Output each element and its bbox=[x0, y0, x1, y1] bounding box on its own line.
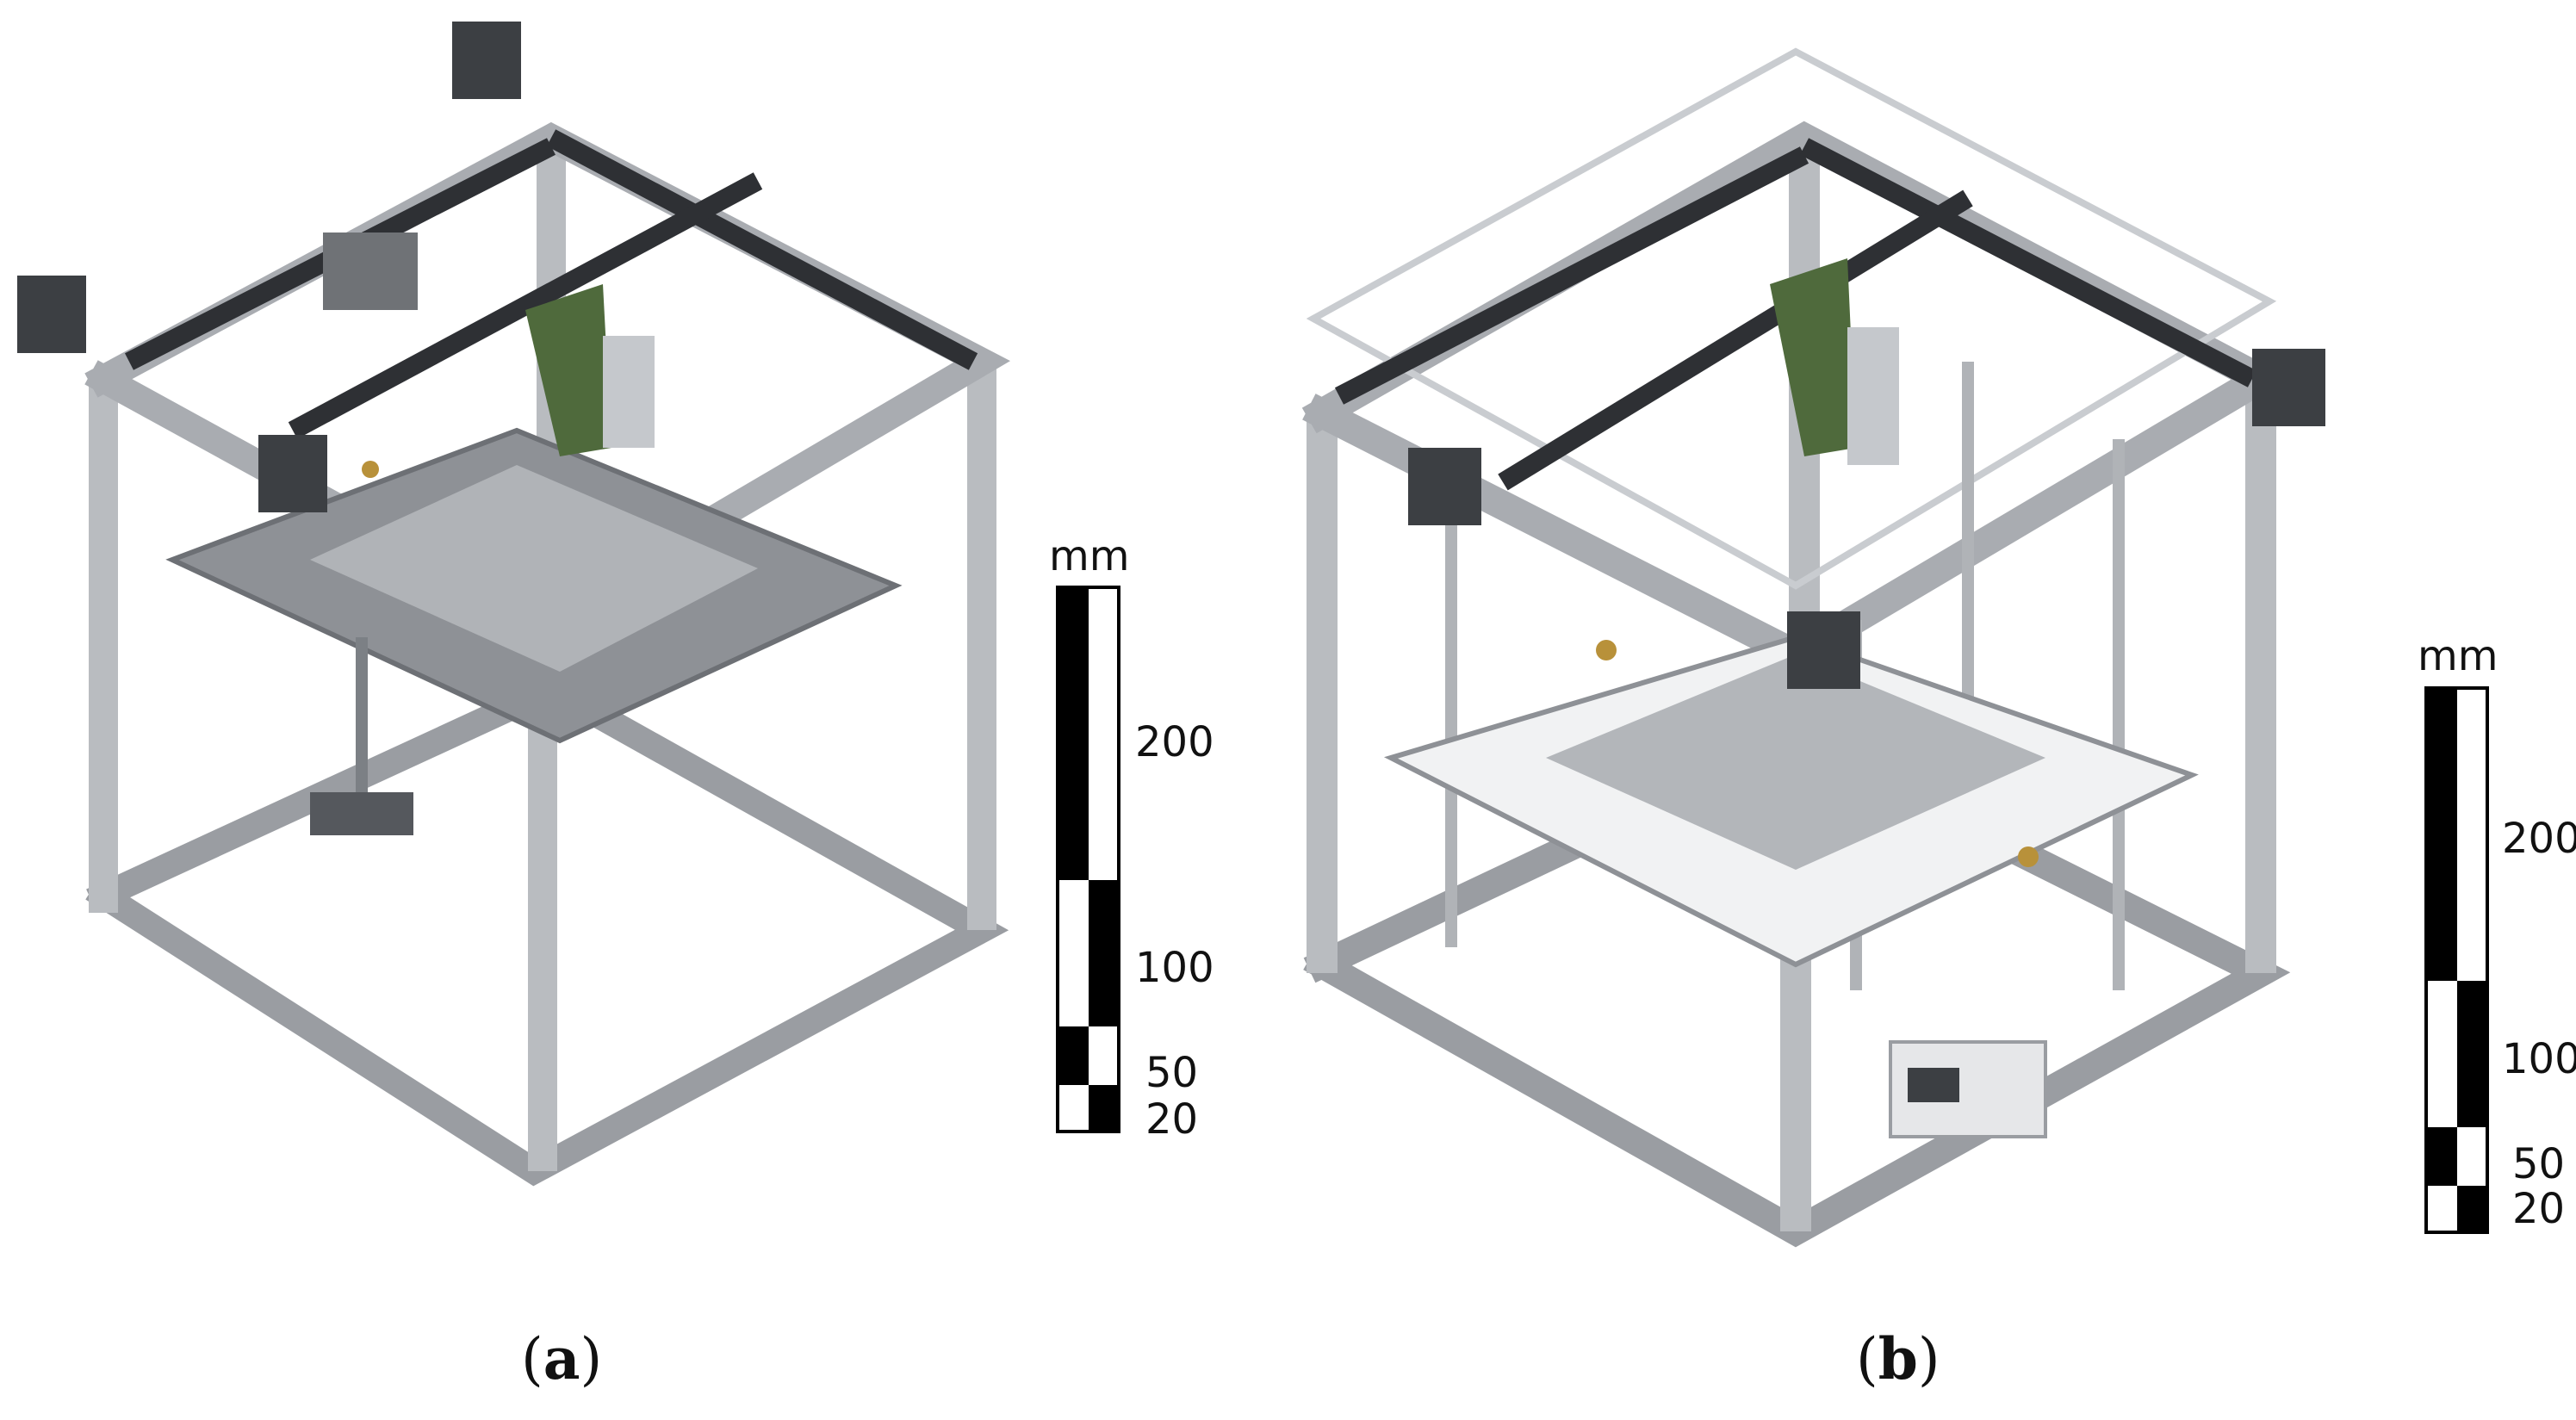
scale-bar-b bbox=[2424, 686, 2489, 1234]
scale-unit-label-a: mm bbox=[1049, 532, 1130, 580]
caption-close-paren-a: ) bbox=[580, 1326, 603, 1392]
brass-nuts-b bbox=[1596, 640, 2039, 867]
stepper-motors-b bbox=[1408, 349, 2325, 689]
bed-plate-b bbox=[1546, 654, 2045, 870]
caption-a: (a) bbox=[521, 1330, 602, 1388]
caption-b: (b) bbox=[1856, 1330, 1940, 1388]
scale-tick-200-a: 200 bbox=[1135, 718, 1214, 766]
brass-nut-a bbox=[362, 461, 379, 478]
scale-bar-a bbox=[1056, 586, 1120, 1133]
scale-tick-20-b: 20 bbox=[2512, 1185, 2566, 1233]
scale-tick-200-b: 200 bbox=[2502, 815, 2576, 863]
bed-plate-a bbox=[310, 465, 758, 672]
scale-tick-50-a: 50 bbox=[1145, 1049, 1199, 1097]
caption-letter-a: a bbox=[543, 1325, 580, 1392]
caption-open-paren-a: ( bbox=[521, 1326, 543, 1392]
stepper-motors-a bbox=[17, 22, 521, 512]
scale-tick-50-b: 50 bbox=[2512, 1140, 2566, 1188]
z-motor-housing-b bbox=[1889, 1040, 2047, 1138]
caption-open-paren-b: ( bbox=[1856, 1326, 1878, 1392]
extruder-a bbox=[603, 336, 655, 448]
printer-render-b bbox=[1301, 47, 2325, 1248]
extruder-b bbox=[1847, 327, 1899, 465]
caption-letter-b: b bbox=[1878, 1325, 1918, 1392]
panel-b: mm 200 100 50 20 (b) bbox=[1288, 0, 2576, 1420]
top-enclosure-b bbox=[1306, 47, 2277, 590]
z-motor-mount-a bbox=[310, 792, 413, 835]
scale-tick-100-b: 100 bbox=[2502, 1035, 2576, 1083]
green-carriage-a bbox=[525, 284, 611, 456]
scale-unit-label-b: mm bbox=[2418, 632, 2498, 680]
scale-tick-20-a: 20 bbox=[1145, 1095, 1199, 1144]
caption-close-paren-b: ) bbox=[1917, 1326, 1940, 1392]
green-carriage-b bbox=[1770, 258, 1856, 456]
printer-render-a bbox=[17, 22, 1011, 1187]
scale-tick-100-a: 100 bbox=[1135, 944, 1214, 992]
panel-a: mm 200 100 50 20 (a) bbox=[17, 22, 1214, 1388]
z-motor-b bbox=[1908, 1068, 1959, 1102]
rails-b bbox=[1334, 138, 2257, 491]
